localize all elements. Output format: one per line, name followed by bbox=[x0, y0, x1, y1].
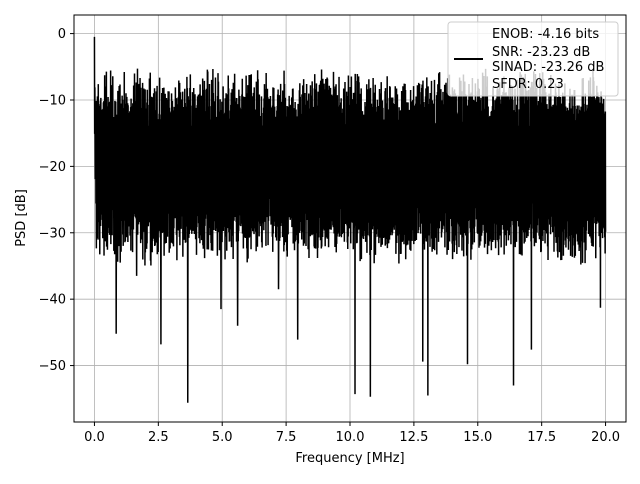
x-tick-label: 5.0 bbox=[212, 430, 233, 445]
x-tick-label: 12.5 bbox=[399, 430, 428, 445]
legend-sinad: SINAD: -23.26 dB bbox=[492, 60, 604, 75]
legend-enob: ENOB: -4.16 bits bbox=[492, 27, 599, 42]
legend-sfdr: SFDR: 0.23 bbox=[492, 77, 564, 92]
series-layer bbox=[93, 36, 607, 403]
y-tick-label: −10 bbox=[39, 93, 66, 108]
x-tick-label: 15.0 bbox=[463, 430, 492, 445]
y-tick-label: −40 bbox=[39, 293, 66, 308]
y-tick-label: 0 bbox=[58, 27, 66, 42]
x-tick-label: 10.0 bbox=[336, 430, 365, 445]
legend-snr: SNR: -23.23 dB bbox=[492, 45, 590, 60]
x-tick-label: 17.5 bbox=[527, 430, 556, 445]
y-axis-label: PSD [dB] bbox=[14, 189, 29, 247]
x-axis-label: Frequency [MHz] bbox=[295, 451, 404, 466]
y-tick-label: −50 bbox=[39, 359, 66, 374]
x-tick-label: 7.5 bbox=[276, 430, 297, 445]
legend: ENOB: -4.16 bits SNR: -23.23 dB SINAD: -… bbox=[447, 21, 619, 97]
x-tick-label: 20.0 bbox=[591, 430, 620, 445]
psd-series-line bbox=[93, 36, 607, 403]
x-tick-label: 0.0 bbox=[84, 430, 105, 445]
x-tick-label: 2.5 bbox=[148, 430, 169, 445]
y-tick-label: −30 bbox=[39, 226, 66, 241]
y-axis-ticks: 0 −10 −20 −30 −40 −50 bbox=[39, 27, 74, 374]
x-axis-ticks: 0.0 2.5 5.0 7.5 10.0 12.5 15.0 17.5 20.0 bbox=[84, 422, 620, 445]
y-tick-label: −20 bbox=[39, 160, 66, 175]
legend-box bbox=[447, 21, 619, 97]
